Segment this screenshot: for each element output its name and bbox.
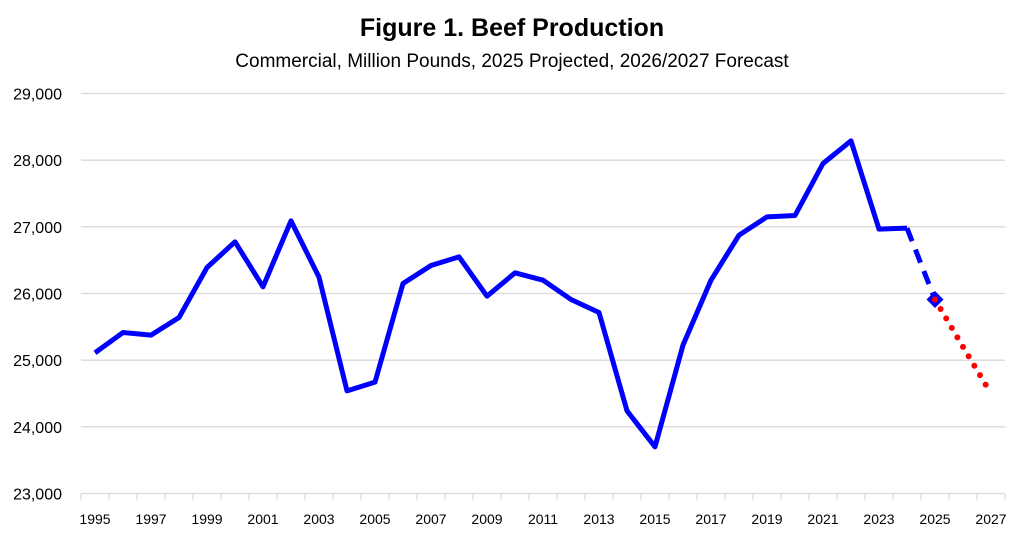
x-tick-label: 2023 xyxy=(863,511,894,527)
chart-title: Figure 1. Beef Production xyxy=(360,14,664,42)
x-tick-label: 2025 xyxy=(919,511,950,527)
x-tick-label: 2017 xyxy=(695,511,726,527)
x-tick-label: 2007 xyxy=(415,511,446,527)
x-tick-label: 2015 xyxy=(639,511,670,527)
x-tick-label: 2013 xyxy=(583,511,614,527)
projection-dashed-line xyxy=(907,228,935,299)
y-tick-label: 25,000 xyxy=(13,353,62,370)
x-tick-label: 1995 xyxy=(79,511,110,527)
y-tick-label: 23,000 xyxy=(13,487,62,504)
y-tick-label: 29,000 xyxy=(13,87,62,104)
x-tick-label: 2021 xyxy=(807,511,838,527)
x-tick-label: 2003 xyxy=(303,511,334,527)
chart-subtitle: Commercial, Million Pounds, 2025 Project… xyxy=(235,51,789,72)
x-tick-label: 2005 xyxy=(359,511,390,527)
x-tick-label: 2019 xyxy=(751,511,782,527)
x-tick-label: 2027 xyxy=(975,511,1006,527)
x-tick-label: 2011 xyxy=(528,511,558,527)
x-tick-label: 1997 xyxy=(135,511,166,527)
y-tick-label: 24,000 xyxy=(13,420,62,437)
x-tick-label: 2009 xyxy=(471,511,502,527)
y-tick-label: 28,000 xyxy=(13,153,62,170)
x-tick-label: 1999 xyxy=(191,511,222,527)
y-tick-label: 26,000 xyxy=(13,287,62,304)
forecast-dotted-line xyxy=(935,300,991,394)
y-tick-label: 27,000 xyxy=(13,220,62,237)
x-tick-label: 2001 xyxy=(247,511,278,527)
